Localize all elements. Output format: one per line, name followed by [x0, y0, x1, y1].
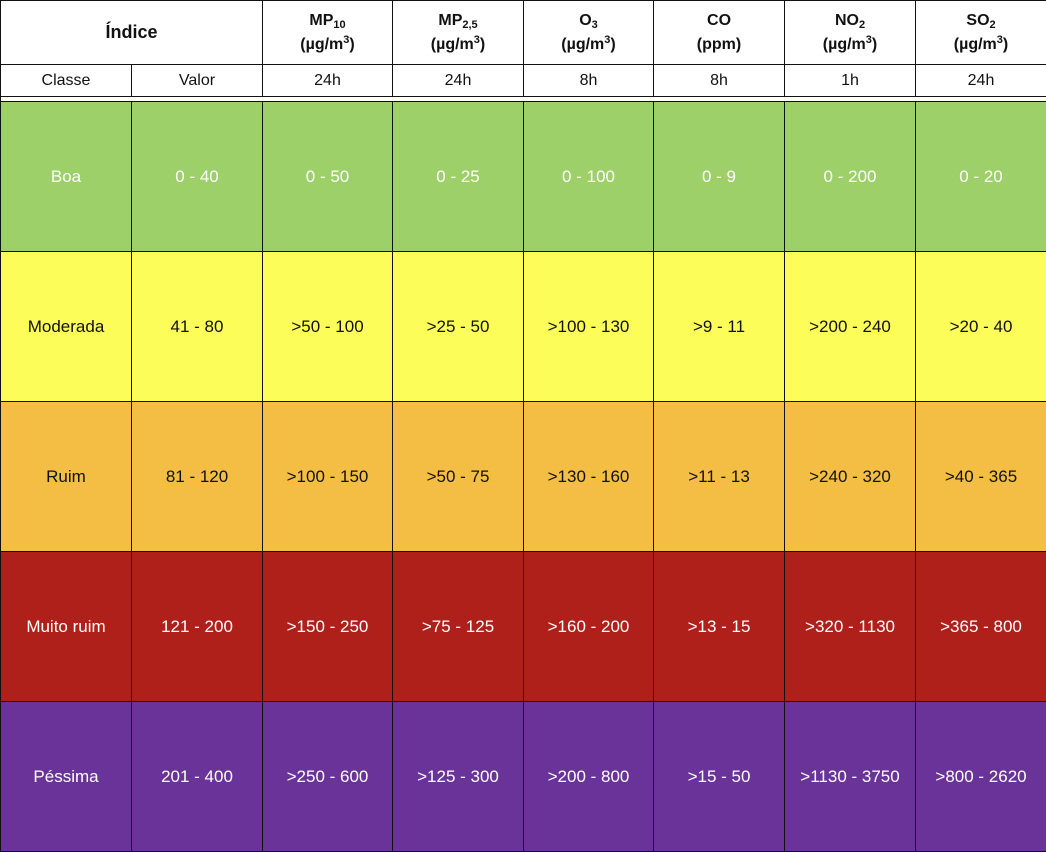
value-cell: >20 - 40: [915, 251, 1046, 402]
value-cell: >200 - 240: [784, 251, 917, 402]
value-cell: >320 - 1130: [784, 551, 917, 702]
pollutant-period: 24h: [392, 64, 525, 97]
pollutant-period: 8h: [523, 64, 655, 97]
valor-cell: 0 - 40: [130, 101, 264, 252]
value-cell: >13 - 15: [653, 551, 786, 702]
value-cell: 0 - 20: [915, 101, 1046, 252]
valor-cell: 41 - 80: [130, 251, 264, 402]
value-cell: >200 - 800: [523, 701, 655, 852]
table-row: Moderada 41 - 80 >50 - 100 >25 - 50 >100…: [0, 251, 1046, 402]
value-cell: >15 - 50: [653, 701, 786, 852]
pollutant-header-co: CO (ppm): [653, 0, 786, 65]
value-cell: >100 - 130: [523, 251, 655, 402]
pollutant-period: 24h: [262, 64, 394, 97]
value-cell: >125 - 300: [392, 701, 525, 852]
value-cell: >250 - 600: [262, 701, 394, 852]
pollutant-period: 24h: [915, 64, 1046, 97]
value-cell: >160 - 200: [523, 551, 655, 702]
value-cell: >100 - 150: [262, 401, 394, 552]
value-cell: >130 - 160: [523, 401, 655, 552]
value-cell: >800 - 2620: [915, 701, 1046, 852]
value-cell: >150 - 250: [262, 551, 394, 702]
pollutant-header-no2: NO2 (µg/m3): [784, 0, 917, 65]
pollutant-header-o3: O3 (µg/m3): [523, 0, 655, 65]
value-cell: >50 - 100: [262, 251, 394, 402]
value-cell: >365 - 800: [915, 551, 1046, 702]
pollutant-period: 8h: [653, 64, 786, 97]
value-cell: >240 - 320: [784, 401, 917, 552]
pollutant-header-mp10: MP10 (µg/m3): [262, 0, 394, 65]
classe-cell: Péssima: [0, 701, 132, 852]
pollutant-unit: (ppm): [696, 35, 742, 53]
valor-cell: 201 - 400: [130, 701, 264, 852]
table-row: Boa 0 - 40 0 - 50 0 - 25 0 - 100 0 - 9 0…: [0, 101, 1046, 252]
pollutant-unit: (µg/m3): [953, 33, 1009, 53]
pollutant-name: MP2,5: [438, 11, 478, 31]
classe-header: Classe: [0, 64, 132, 97]
table-row: Péssima 201 - 400 >250 - 600 >125 - 300 …: [0, 701, 1046, 852]
pollutant-name: SO2: [966, 11, 996, 31]
value-cell: 0 - 100: [523, 101, 655, 252]
valor-cell: 121 - 200: [130, 551, 264, 702]
value-cell: >11 - 13: [653, 401, 786, 552]
indice-header: Índice: [0, 0, 264, 65]
classe-cell: Moderada: [0, 251, 132, 402]
value-cell: >9 - 11: [653, 251, 786, 402]
value-cell: 0 - 50: [262, 101, 394, 252]
table-row: Muito ruim 121 - 200 >150 - 250 >75 - 12…: [0, 551, 1046, 702]
classe-cell: Muito ruim: [0, 551, 132, 702]
classe-cell: Boa: [0, 101, 132, 252]
pollutant-name: CO: [707, 11, 732, 29]
value-cell: >1130 - 3750: [784, 701, 917, 852]
valor-header: Valor: [130, 64, 264, 97]
value-cell: >40 - 365: [915, 401, 1046, 552]
table-row: Ruim 81 - 120 >100 - 150 >50 - 75 >130 -…: [0, 401, 1046, 552]
value-cell: >75 - 125: [392, 551, 525, 702]
pollutant-name: O3: [579, 11, 598, 31]
value-cell: 0 - 9: [653, 101, 786, 252]
pollutant-header-mp25: MP2,5 (µg/m3): [392, 0, 525, 65]
valor-cell: 81 - 120: [130, 401, 264, 552]
pollutant-name: MP10: [309, 11, 346, 31]
value-cell: >25 - 50: [392, 251, 525, 402]
classe-cell: Ruim: [0, 401, 132, 552]
pollutant-period: 1h: [784, 64, 917, 97]
value-cell: >50 - 75: [392, 401, 525, 552]
value-cell: 0 - 200: [784, 101, 917, 252]
pollutant-unit: (µg/m3): [822, 33, 878, 53]
pollutant-name: NO2: [834, 11, 866, 31]
pollutant-unit: (µg/m3): [561, 33, 616, 53]
value-cell: 0 - 25: [392, 101, 525, 252]
pollutant-header-so2: SO2 (µg/m3): [915, 0, 1046, 65]
pollutant-unit: (µg/m3): [430, 33, 486, 53]
pollutant-unit: (µg/m3): [300, 33, 355, 53]
